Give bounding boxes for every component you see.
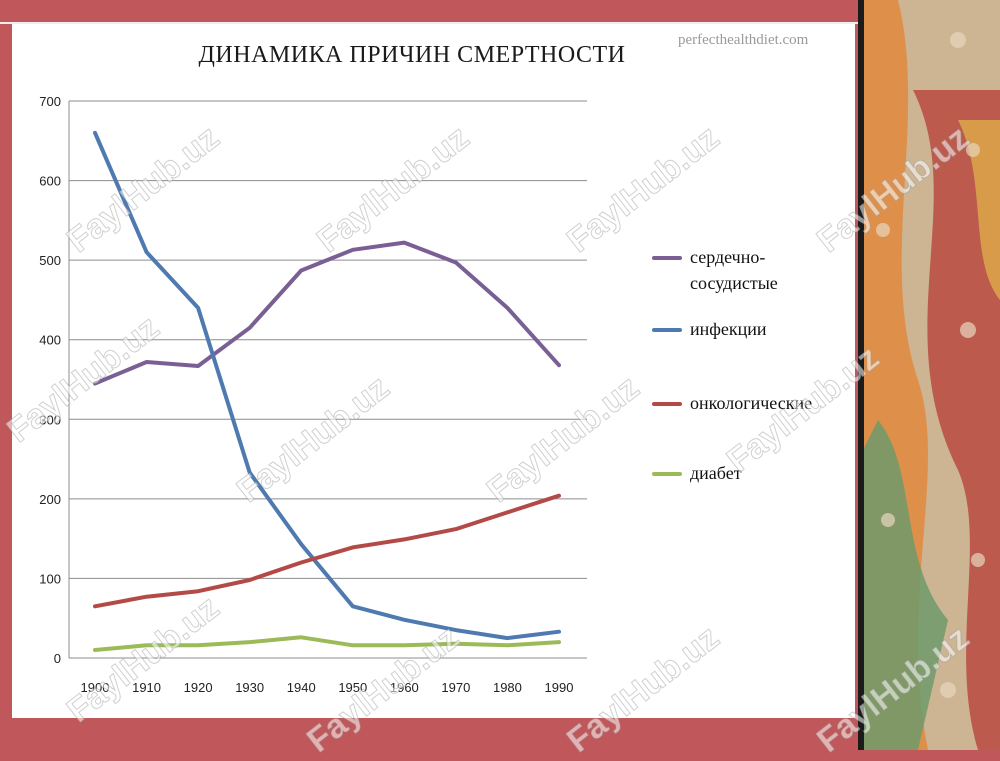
y-axis-ticks: 0 100 200 300 400 500 600 700 (39, 94, 61, 666)
series-line-diabetes (93, 635, 561, 652)
series-line-cardio (93, 240, 561, 386)
legend-item-diabetes: диабет (652, 460, 850, 486)
x-tick-label: 1940 (287, 680, 316, 695)
decorative-side-panel (858, 0, 1000, 750)
legend-label-cardio: сердечно-сосудистые (690, 247, 778, 293)
legend-swatch-cardio (652, 256, 682, 260)
y-tick-label: 200 (39, 492, 61, 507)
chart-title: ДИНАМИКА ПРИЧИН СМЕРТНОСТИ (198, 42, 626, 68)
source-credit: perfecthealthdiet.com (678, 32, 809, 48)
legend-item-cardio: сердечно-сосудистые (652, 244, 850, 296)
y-tick-label: 600 (39, 174, 61, 189)
x-axis-ticks: 1900 1910 1920 1930 1940 1950 1960 1970 1980 1990 (81, 680, 574, 695)
x-tick-label: 1900 (81, 680, 110, 695)
y-tick-label: 500 (39, 253, 61, 268)
chart-panel: ДИНАМИКА ПРИЧИН СМЕРТНОСТИ perfecthealth… (12, 24, 855, 718)
y-tick-label: 100 (39, 571, 61, 586)
legend-label-infections: инфекции (690, 319, 767, 339)
decorative-pattern (858, 0, 1000, 750)
legend-item-infections: инфекции (652, 316, 850, 342)
y-tick-label: 700 (39, 94, 61, 109)
legend-label-oncology: онкологические (690, 393, 813, 413)
y-tick-label: 400 (39, 333, 61, 348)
y-tick-label: 300 (39, 412, 61, 427)
legend-label-diabetes: диабет (690, 463, 742, 483)
x-tick-label: 1960 (390, 680, 419, 695)
y-tick-label: 0 (54, 651, 61, 666)
x-tick-label: 1920 (184, 680, 213, 695)
series-line-infections (93, 130, 561, 641)
x-tick-label: 1910 (132, 680, 161, 695)
series-lines (93, 130, 561, 652)
series-line-oncology (93, 493, 561, 609)
legend-swatch-oncology (652, 402, 682, 406)
legend-item-oncology: онкологические (652, 390, 850, 416)
x-tick-label: 1950 (338, 680, 367, 695)
legend-swatch-diabetes (652, 472, 682, 476)
top-strip (0, 0, 1000, 24)
x-tick-label: 1930 (235, 680, 264, 695)
legend-swatch-infections (652, 328, 682, 332)
x-tick-label: 1990 (545, 680, 574, 695)
x-tick-label: 1970 (441, 680, 470, 695)
x-tick-label: 1980 (493, 680, 522, 695)
